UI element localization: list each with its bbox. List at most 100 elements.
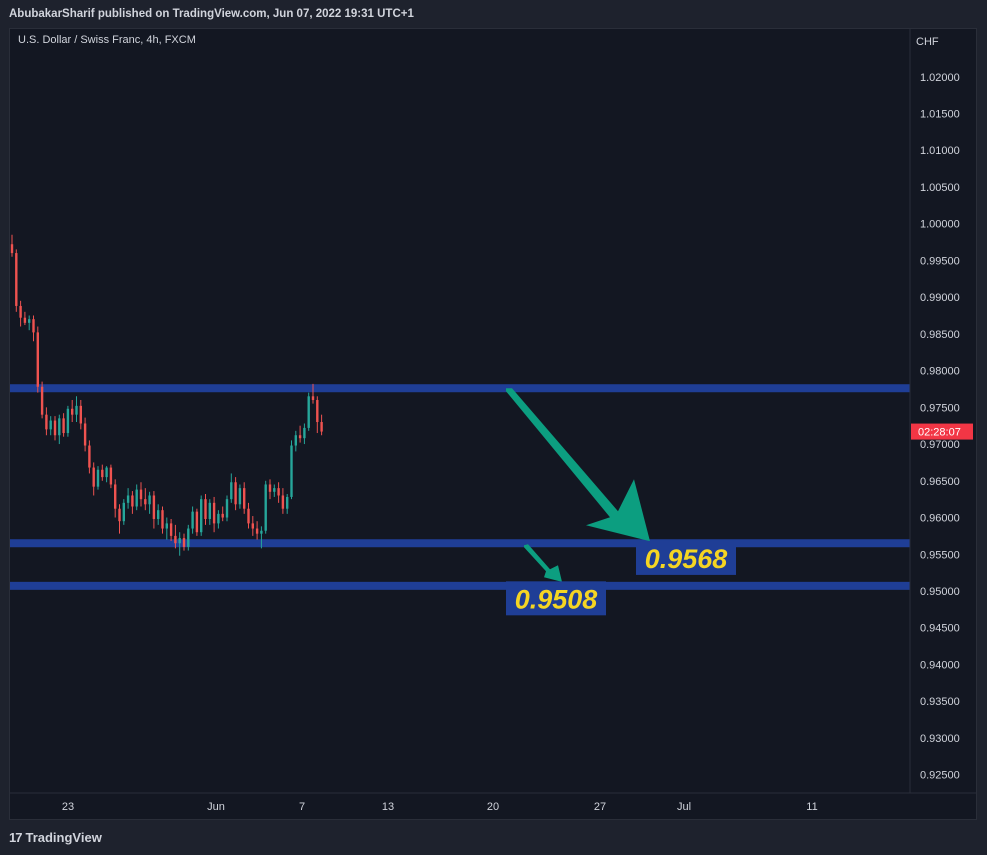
candle-body [157,510,160,519]
candle-body [225,499,229,518]
x-tick-label: 27 [594,801,606,813]
candle[interactable] [182,533,186,551]
candle[interactable] [311,383,315,404]
candle[interactable] [187,524,190,551]
candle[interactable] [148,491,151,514]
candle[interactable] [131,491,134,514]
candle[interactable] [217,510,220,529]
candle[interactable] [28,315,31,331]
candle[interactable] [316,396,319,434]
candle[interactable] [273,484,276,497]
candle-body [32,319,35,333]
candle[interactable] [208,499,211,525]
candle[interactable] [294,430,297,452]
candle-body [19,305,22,318]
candle[interactable] [88,440,91,474]
candle[interactable] [126,488,130,509]
candle[interactable] [281,488,285,514]
price-target-text: 0.9568 [645,544,728,574]
candle[interactable] [230,473,233,503]
candle[interactable] [204,494,207,525]
candle-body [131,495,134,507]
candle[interactable] [200,495,203,536]
candle[interactable] [161,506,164,534]
candle[interactable] [79,399,82,430]
candle[interactable] [152,491,156,529]
candle[interactable] [247,502,250,529]
candle[interactable] [32,315,35,342]
candle-body [204,499,207,519]
price-chart[interactable]: 0.9568 0.9508 CHF 1.02000 1.01500 1.01000 1.0… [10,29,976,819]
candle[interactable] [251,516,254,536]
candle-body [49,420,52,430]
candle[interactable] [92,462,95,496]
candle[interactable] [277,482,280,503]
candle[interactable] [83,417,87,452]
candle[interactable] [212,496,216,533]
candle-body [40,386,44,415]
price-target-label[interactable]: 0.9508 [506,581,606,616]
candle[interactable] [144,488,147,511]
candle[interactable] [19,300,22,327]
candle-body [88,445,91,468]
candle[interactable] [109,464,113,489]
candle[interactable] [66,405,70,437]
candle[interactable] [195,508,199,536]
candle[interactable] [75,396,78,423]
candle[interactable] [122,499,125,525]
price-target-label[interactable]: 0.9568 [636,540,736,575]
candle[interactable] [58,414,61,445]
candle[interactable] [139,482,143,507]
candle[interactable] [36,326,39,393]
zone-line-1[interactable] [10,384,910,393]
plot-area[interactable]: 0.9568 0.9508 [10,234,910,616]
candle[interactable] [53,416,57,441]
candle-body [290,445,293,497]
candle[interactable] [178,532,181,556]
candle[interactable] [165,517,168,540]
candle-body [316,399,319,423]
candle[interactable] [118,504,121,534]
candle[interactable] [234,477,237,511]
zone-line-3[interactable] [10,581,910,590]
candle[interactable] [255,521,259,540]
candle[interactable] [157,504,160,525]
candle[interactable] [15,249,18,312]
candle[interactable] [174,524,177,549]
candle[interactable] [10,234,14,257]
candle-body [264,484,267,531]
candle[interactable] [286,494,289,514]
candle-body [148,495,151,505]
tradingview-logo-icon: 17 [9,829,23,845]
candle[interactable] [268,479,272,500]
candle[interactable] [62,413,65,437]
candle[interactable] [71,399,74,423]
candle[interactable] [114,479,117,518]
candle[interactable] [225,495,229,522]
y-tick-label: 0.99500 [920,255,960,267]
candle[interactable] [303,423,306,445]
countdown-tag [911,423,973,440]
candle[interactable] [221,506,224,522]
candle[interactable] [96,466,100,490]
candle[interactable] [135,484,138,511]
candle[interactable] [169,518,173,542]
candle[interactable] [290,440,293,500]
footer-brand[interactable]: 17 TradingView [9,826,102,848]
candle[interactable] [320,414,323,436]
candle-body [135,489,138,507]
candle[interactable] [49,416,52,436]
candle[interactable] [238,484,242,509]
candle[interactable] [264,480,267,534]
candle[interactable] [101,464,104,481]
candle[interactable] [23,311,27,326]
candle[interactable] [45,407,48,436]
candle[interactable] [260,526,263,549]
candle[interactable] [298,425,302,443]
zone-line-2[interactable] [10,539,910,548]
candle[interactable] [307,392,310,431]
candle[interactable] [243,482,246,514]
candle[interactable] [105,466,108,483]
candle[interactable] [40,381,44,419]
candle[interactable] [191,506,194,534]
